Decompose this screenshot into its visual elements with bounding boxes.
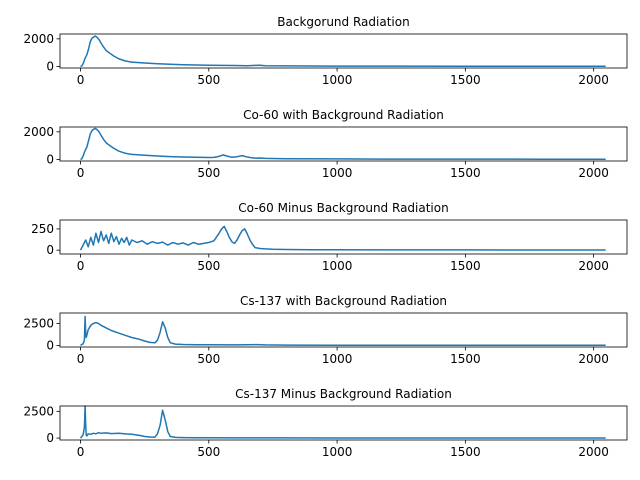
series-line [79, 225, 606, 251]
axes-frame [59, 33, 628, 69]
series-line [80, 127, 606, 161]
axes-frame [59, 405, 628, 441]
x-tick-label: 500 [197, 73, 220, 87]
y-tick-label: 0 [46, 431, 54, 445]
x-tick-label: 500 [197, 352, 220, 366]
x-tick-label: 1000 [322, 259, 353, 273]
series-line [80, 315, 606, 347]
x-tick-label: 0 [77, 352, 85, 366]
y-tick-label: 2500 [23, 317, 54, 331]
x-tick-label: 0 [77, 259, 85, 273]
series-line [79, 405, 606, 439]
subplot-title: Co-60 with Background Radiation [243, 108, 444, 122]
axes-frame [59, 312, 628, 348]
subplot-title: Backgorund Radiation [277, 15, 409, 29]
x-tick-label: 1000 [322, 352, 353, 366]
axes-frame [59, 126, 628, 162]
y-tick-label: 250 [31, 222, 54, 236]
x-tick-label: 1000 [322, 445, 353, 459]
x-tick-label: 2000 [578, 73, 609, 87]
y-tick-label: 2500 [23, 404, 54, 418]
y-tick-label: 0 [46, 59, 54, 73]
subplot-title: Cs-137 with Background Radiation [240, 294, 447, 308]
subplot-2: Co-60 with Background Radiation 0 500 1000 1… [23, 108, 628, 180]
x-tick-label: 2000 [578, 259, 609, 273]
x-tick-label: 0 [77, 73, 85, 87]
series-line [80, 35, 606, 68]
subplot-title: Cs-137 Minus Background Radiation [235, 387, 452, 401]
y-tick-label: 0 [46, 338, 54, 352]
x-tick-label: 0 [77, 445, 85, 459]
subplot-3: Co-60 Minus Background Radiation 0 500 1000… [31, 201, 628, 273]
x-tick-label: 2000 [578, 352, 609, 366]
y-tick-label: 0 [46, 243, 54, 257]
x-tick-label: 500 [197, 445, 220, 459]
x-tick-label: 500 [197, 259, 220, 273]
subplot-5: Cs-137 Minus Background Radiation 0 500 100… [23, 387, 628, 459]
y-tick-label: 2000 [23, 125, 54, 139]
x-tick-label: 0 [77, 166, 85, 180]
x-tick-label: 1500 [450, 352, 481, 366]
x-tick-label: 1500 [450, 445, 481, 459]
x-tick-label: 2000 [578, 445, 609, 459]
x-tick-label: 500 [197, 166, 220, 180]
subplot-title: Co-60 Minus Background Radiation [238, 201, 448, 215]
y-tick-label: 2000 [23, 32, 54, 46]
x-tick-label: 1000 [322, 166, 353, 180]
x-tick-label: 1000 [322, 73, 353, 87]
x-tick-label: 1500 [450, 259, 481, 273]
subplot-4: Cs-137 with Background Radiation 0 500 1000… [23, 294, 628, 366]
x-tick-label: 2000 [578, 166, 609, 180]
y-tick-label: 0 [46, 152, 54, 166]
x-tick-label: 1500 [450, 166, 481, 180]
subplot-1: Backgorund Radiation 0 500 1000 1500 2000 0 200… [23, 15, 628, 87]
x-tick-label: 1500 [450, 73, 481, 87]
axes-frame [59, 219, 628, 255]
